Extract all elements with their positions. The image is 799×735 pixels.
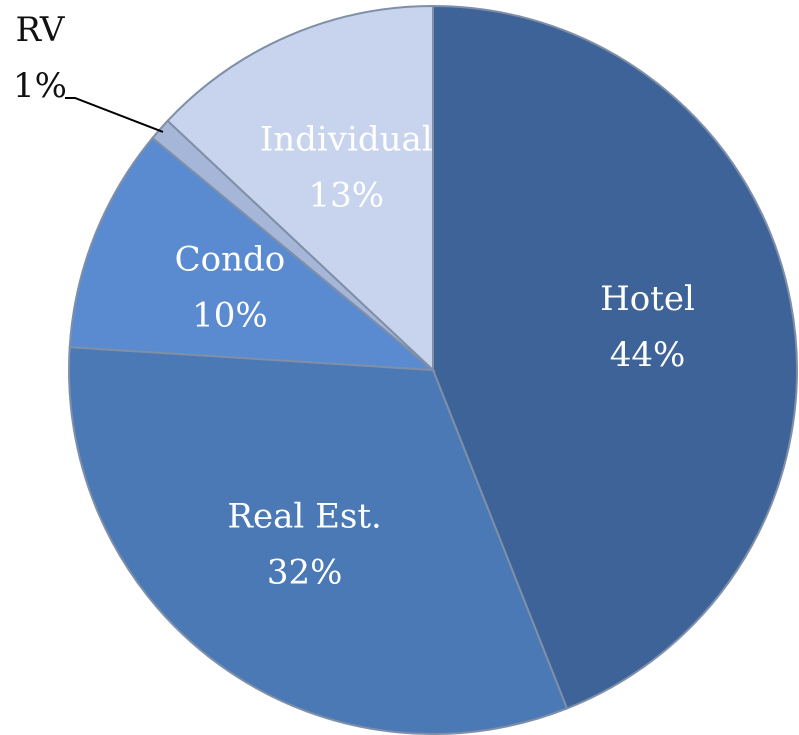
pie-slice <box>432 4 798 710</box>
category-label: Real Est. <box>227 497 381 537</box>
value-label: 13% <box>308 176 384 216</box>
pie-slice <box>68 346 569 735</box>
category-label: Condo <box>175 240 286 280</box>
pie-slice <box>68 136 437 372</box>
value-label: 1% <box>13 66 67 106</box>
category-label: Individual <box>260 120 433 160</box>
category-label: Hotel <box>600 279 695 319</box>
value-label: 10% <box>192 296 268 336</box>
value-label: 32% <box>267 553 343 593</box>
pie-slice <box>166 4 434 373</box>
leader-line <box>65 97 164 133</box>
value-label: 44% <box>610 335 686 375</box>
category-label: RV <box>16 10 66 50</box>
